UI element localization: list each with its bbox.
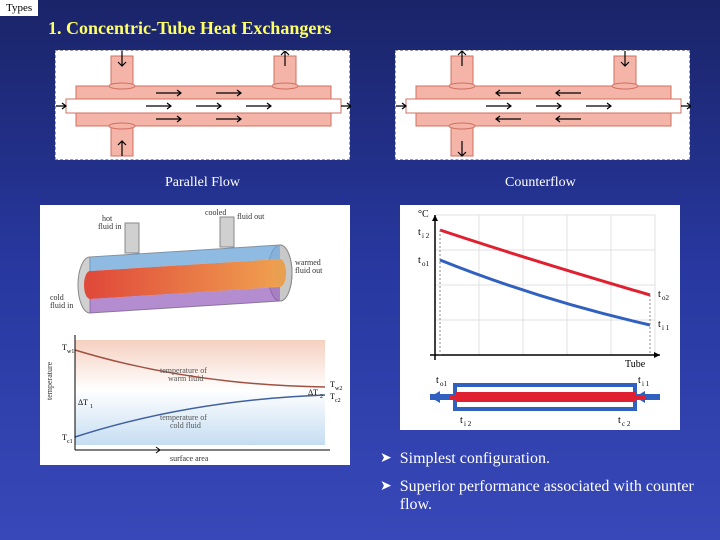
svg-text:fluid out: fluid out (237, 212, 265, 221)
svg-text:fluid in: fluid in (98, 222, 121, 231)
diagram-isometric-parallel: hot fluid in cooled fluid out warmed flu… (40, 205, 350, 465)
bullet-text: Superior performance associated with cou… (400, 478, 700, 514)
svg-text:Tube: Tube (625, 359, 646, 370)
svg-text:ΔT: ΔT (78, 398, 88, 407)
svg-text:c1: c1 (67, 439, 73, 445)
svg-text:o1: o1 (422, 260, 430, 268)
svg-text:temperature: temperature (45, 361, 54, 400)
svg-text:fluid out: fluid out (295, 266, 323, 275)
svg-text:cooled: cooled (205, 208, 226, 217)
svg-text:t: t (436, 375, 439, 386)
svg-text:t: t (618, 415, 621, 426)
svg-text:w1: w1 (67, 349, 74, 355)
svg-text:i 1: i 1 (662, 324, 670, 332)
svg-text:cold fluid: cold fluid (170, 421, 201, 430)
svg-text:i 2: i 2 (464, 420, 472, 428)
svg-text:c 2: c 2 (622, 420, 631, 428)
diagram-parallel-flow (55, 50, 350, 160)
svg-text:surface area: surface area (170, 454, 209, 463)
svg-text:t: t (418, 255, 421, 266)
bullet-list: ➤ Simplest configuration. ➤ Superior per… (380, 450, 700, 524)
svg-text:t: t (658, 289, 661, 300)
label-counterflow: Counterflow (505, 175, 576, 191)
svg-text:°C: °C (418, 209, 429, 220)
page-title: 1. Concentric-Tube Heat Exchangers (48, 18, 331, 39)
bullet-marker-icon: ➤ (380, 478, 392, 495)
diagram-counterflow-profile: °C ti 2 to1 to2 ti 1 Tube to1 ti 1 ti 2 … (400, 205, 680, 430)
bullet-text: Simplest configuration. (400, 450, 550, 468)
svg-text:c2: c2 (335, 398, 341, 404)
label-parallel-flow: Parallel Flow (165, 175, 240, 191)
bullet-item: ➤ Simplest configuration. (380, 450, 700, 468)
svg-text:i 1: i 1 (642, 380, 650, 388)
svg-text:warm fluid: warm fluid (168, 374, 203, 383)
svg-text:t: t (638, 375, 641, 386)
svg-text:o2: o2 (662, 294, 670, 302)
header-tab: Types (0, 0, 38, 16)
svg-text:fluid in: fluid in (50, 301, 73, 310)
svg-text:2: 2 (320, 394, 323, 400)
bullet-marker-icon: ➤ (380, 450, 392, 467)
svg-text:ΔT: ΔT (308, 388, 318, 397)
svg-text:i 2: i 2 (422, 232, 430, 240)
svg-text:1: 1 (90, 404, 93, 410)
svg-text:w2: w2 (335, 386, 342, 392)
svg-text:t: t (460, 415, 463, 426)
diagram-counterflow (395, 50, 690, 160)
bullet-item: ➤ Superior performance associated with c… (380, 478, 700, 514)
svg-text:t: t (418, 227, 421, 238)
svg-text:t: t (658, 319, 661, 330)
svg-text:o1: o1 (440, 380, 448, 388)
